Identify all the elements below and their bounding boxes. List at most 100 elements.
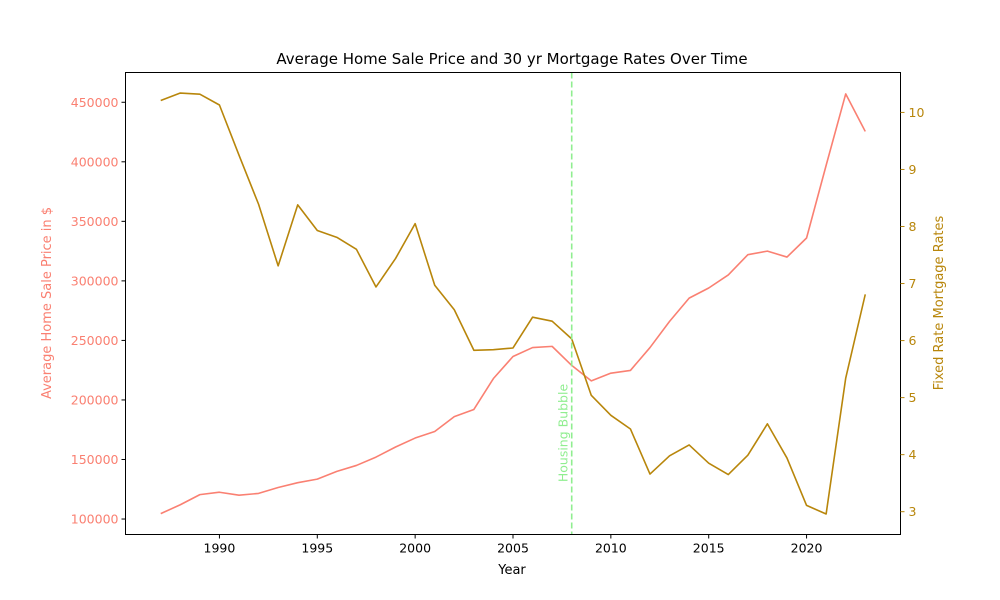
data-point-right-1993 — [277, 264, 280, 267]
data-point-right-2003 — [472, 349, 475, 352]
x-axis-label: Year — [497, 563, 526, 578]
y-axis-right-label: Fixed Rate Mortgage Rates — [932, 216, 947, 391]
data-point-right-2002 — [453, 308, 456, 311]
data-point-left-1999 — [394, 445, 397, 448]
data-point-right-2000 — [414, 222, 417, 225]
data-point-left-2014 — [688, 297, 691, 300]
data-point-left-2016 — [727, 273, 730, 276]
data-point-left-1994 — [296, 481, 299, 484]
data-point-left-2005 — [512, 355, 515, 358]
data-point-left-2009 — [590, 379, 593, 382]
data-point-right-2009 — [590, 394, 593, 397]
data-point-right-2010 — [609, 414, 612, 417]
data-point-right-1994 — [296, 203, 299, 206]
data-point-right-2020 — [805, 504, 808, 507]
data-point-left-1989 — [198, 493, 201, 496]
y-right-tick-label: 4 — [909, 447, 917, 462]
y-right-tick-label: 3 — [909, 504, 917, 519]
data-point-right-1996 — [335, 236, 338, 239]
data-point-left-1995 — [316, 478, 319, 481]
x-axis: 1990 1995 2000 2005 2010 2015 2020 — [204, 534, 823, 556]
data-point-right-1989 — [198, 93, 201, 96]
y-right-tick-label: 5 — [909, 390, 917, 405]
x-tick-label: 2010 — [595, 541, 627, 556]
data-point-right-1992 — [257, 203, 260, 206]
data-point-left-1991 — [238, 494, 241, 497]
data-point-right-2007 — [551, 320, 554, 323]
series-line-right — [160, 92, 867, 515]
data-point-left-1987 — [159, 512, 162, 515]
data-point-left-2013 — [668, 320, 671, 323]
y-right-tick-label: 9 — [909, 162, 917, 177]
data-point-right-2016 — [727, 473, 730, 476]
data-point-left-2012 — [648, 346, 651, 349]
data-point-left-2004 — [492, 377, 495, 380]
data-point-right-1988 — [179, 92, 182, 95]
data-point-right-2013 — [668, 454, 671, 457]
data-point-left-2010 — [609, 372, 612, 375]
x-tick-label: 2015 — [693, 541, 725, 556]
data-point-left-2017 — [746, 253, 749, 256]
y-axis-left-label: Average Home Sale Price in $ — [40, 207, 55, 399]
data-point-left-1998 — [375, 456, 378, 459]
data-point-left-2001 — [433, 430, 436, 433]
data-point-left-1992 — [257, 492, 260, 495]
data-point-right-2011 — [629, 427, 632, 430]
data-point-left-2022 — [844, 92, 847, 95]
data-point-right-2019 — [785, 457, 788, 460]
y-right-tick-label: 10 — [909, 105, 925, 120]
data-point-right-2022 — [844, 377, 847, 380]
y-left-tick-label: 100000 — [71, 512, 119, 527]
y-left-tick-label: 450000 — [71, 95, 119, 110]
y-right-tick-label: 7 — [909, 276, 917, 291]
annotation-layer: Housing Bubble — [556, 72, 573, 535]
data-point-right-1995 — [316, 229, 319, 232]
y-axis-left: 100000 150000 200000 250000 300000 350000 4000… — [71, 95, 126, 527]
data-point-left-2011 — [629, 369, 632, 372]
data-point-left-2018 — [766, 250, 769, 253]
data-point-right-1990 — [218, 104, 221, 107]
data-point-right-2004 — [492, 348, 495, 351]
data-point-left-2003 — [472, 408, 475, 411]
y-left-tick-label: 250000 — [71, 333, 119, 348]
data-point-left-2023 — [864, 130, 867, 133]
data-point-right-2014 — [688, 443, 691, 446]
data-point-left-2015 — [707, 287, 710, 290]
data-point-left-2021 — [825, 164, 828, 167]
x-tick-label: 1995 — [301, 541, 333, 556]
data-point-right-2023 — [864, 293, 867, 296]
data-point-right-1987 — [159, 99, 162, 102]
data-point-left-1997 — [355, 464, 358, 467]
series-line-left — [160, 93, 866, 515]
lines-layer — [159, 92, 867, 515]
data-point-left-2002 — [453, 415, 456, 418]
data-point-left-2020 — [805, 237, 808, 240]
data-point-left-1990 — [218, 491, 221, 494]
data-point-right-1999 — [394, 257, 397, 260]
data-point-left-2000 — [414, 437, 417, 440]
x-tick-label: 2000 — [399, 541, 431, 556]
data-point-right-2018 — [766, 422, 769, 425]
data-point-right-1998 — [375, 285, 378, 288]
data-point-right-2006 — [531, 316, 534, 319]
data-point-left-2019 — [785, 256, 788, 259]
data-point-left-1988 — [179, 503, 182, 506]
data-point-right-1991 — [238, 154, 241, 157]
data-point-left-1996 — [335, 470, 338, 473]
x-tick-label: 2020 — [791, 541, 823, 556]
x-tick-label: 2005 — [497, 541, 529, 556]
x-tick-label: 1990 — [204, 541, 236, 556]
data-point-right-1997 — [355, 248, 358, 251]
data-point-left-1993 — [277, 486, 280, 489]
data-point-right-2021 — [825, 512, 828, 515]
data-point-left-2006 — [531, 346, 534, 349]
y-right-tick-label: 8 — [909, 219, 917, 234]
data-point-left-2007 — [551, 345, 554, 348]
y-left-tick-label: 300000 — [71, 273, 119, 288]
y-axis-right: 3 4 5 6 7 8 9 10 — [900, 105, 925, 519]
y-left-tick-label: 150000 — [71, 452, 119, 467]
housing-bubble-label: Housing Bubble — [556, 384, 571, 483]
data-point-right-2001 — [433, 284, 436, 287]
